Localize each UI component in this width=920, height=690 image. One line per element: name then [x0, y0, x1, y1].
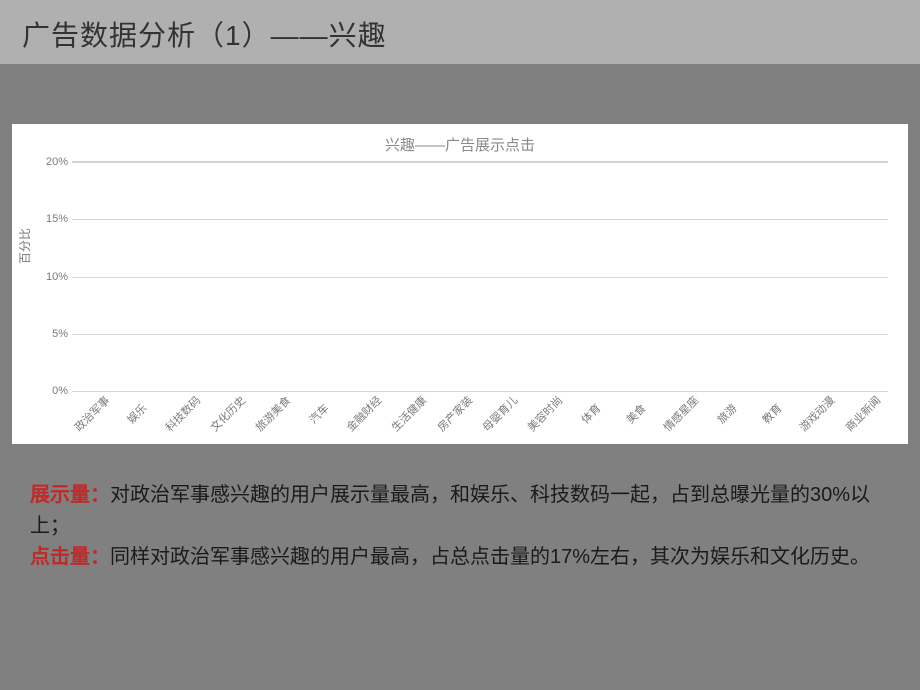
page-title: 广告数据分析（1）——兴趣 — [0, 0, 920, 64]
x-tick-label: 母婴育儿 — [474, 388, 522, 436]
y-tick-label: 15% — [34, 213, 68, 225]
x-tick-label: 旅游 — [701, 388, 749, 436]
note-label-1: 展示量： — [30, 484, 110, 506]
note-text-2: 同样对政治军事感兴趣的用户最高，占总点击量的17%左右，其次为娱乐和文化历史。 — [110, 546, 870, 568]
note-line-1: 展示量：对政治军事感兴趣的用户展示量最高，和娱乐、科技数码一起，占到总曝光量的3… — [30, 480, 890, 542]
x-tick-label: 美容时尚 — [519, 388, 567, 436]
y-tick-label: 0% — [34, 385, 68, 397]
grid-line — [72, 334, 888, 335]
note-text-1: 对政治军事感兴趣的用户展示量最高，和娱乐、科技数码一起，占到总曝光量的30%以上… — [30, 484, 870, 537]
x-tick-label: 金融财经 — [338, 388, 386, 436]
x-tick-label: 文化历史 — [202, 388, 250, 436]
x-tick-label: 商业新闻 — [836, 388, 884, 436]
note-line-2: 点击量：同样对政治军事感兴趣的用户最高，占总点击量的17%左右，其次为娱乐和文化… — [30, 542, 890, 573]
x-tick-label: 娱乐 — [111, 388, 159, 436]
x-tick-label: 生活健康 — [383, 388, 431, 436]
grid-line — [72, 219, 888, 220]
y-axis-title: 百分比 — [16, 228, 33, 264]
x-tick-label: 美食 — [610, 388, 658, 436]
x-tick-label: 旅游美食 — [247, 388, 295, 436]
x-tick-label: 科技数码 — [157, 388, 205, 436]
x-tick-label: 游戏动漫 — [791, 388, 839, 436]
grid-line — [72, 277, 888, 278]
grid-line — [72, 391, 888, 392]
y-tick-label: 10% — [34, 271, 68, 283]
y-tick-label: 20% — [34, 156, 68, 168]
x-tick-label: 情感星座 — [655, 388, 703, 436]
chart-container: 兴趣——广告展示点击 百分比 0%5%10%15%20% 政治军事娱乐科技数码文… — [12, 124, 908, 444]
grid-line — [72, 162, 888, 163]
x-tick-label: 汽车 — [293, 388, 341, 436]
chart-title: 兴趣——广告展示点击 — [22, 134, 898, 155]
x-tick-label: 体育 — [565, 388, 613, 436]
x-tick-label: 政治军事 — [66, 388, 114, 436]
analysis-notes: 展示量：对政治军事感兴趣的用户展示量最高，和娱乐、科技数码一起，占到总曝光量的3… — [30, 480, 890, 573]
note-label-2: 点击量： — [30, 546, 110, 568]
x-tick-label: 房产家装 — [429, 388, 477, 436]
x-axis-labels: 政治军事娱乐科技数码文化历史旅游美食汽车金融财经生活健康房产家装母婴育儿美容时尚… — [72, 391, 888, 413]
x-tick-label: 教育 — [746, 388, 794, 436]
y-tick-label: 5% — [34, 328, 68, 340]
plot-area: 0%5%10%15%20% — [72, 161, 888, 391]
